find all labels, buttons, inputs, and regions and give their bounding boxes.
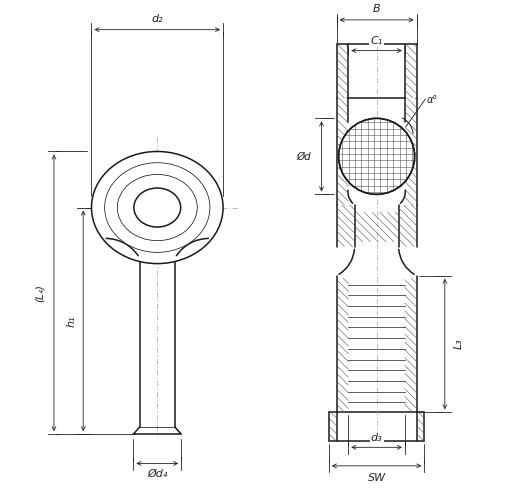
Ellipse shape (92, 151, 223, 264)
Text: α°: α° (427, 96, 438, 106)
Text: SW: SW (368, 473, 386, 483)
Text: d₃: d₃ (371, 432, 382, 443)
Ellipse shape (105, 163, 210, 252)
Text: h₁: h₁ (67, 315, 77, 326)
Text: Ød₄: Ød₄ (147, 469, 168, 479)
Text: C₁: C₁ (370, 36, 382, 46)
Circle shape (339, 118, 415, 194)
Text: (L₄): (L₄) (34, 284, 44, 302)
Text: d₂: d₂ (151, 14, 163, 24)
Ellipse shape (134, 188, 181, 227)
Ellipse shape (117, 175, 197, 241)
Text: B: B (373, 4, 380, 14)
Text: Ød: Ød (296, 151, 311, 161)
Text: L₃: L₃ (453, 339, 463, 350)
